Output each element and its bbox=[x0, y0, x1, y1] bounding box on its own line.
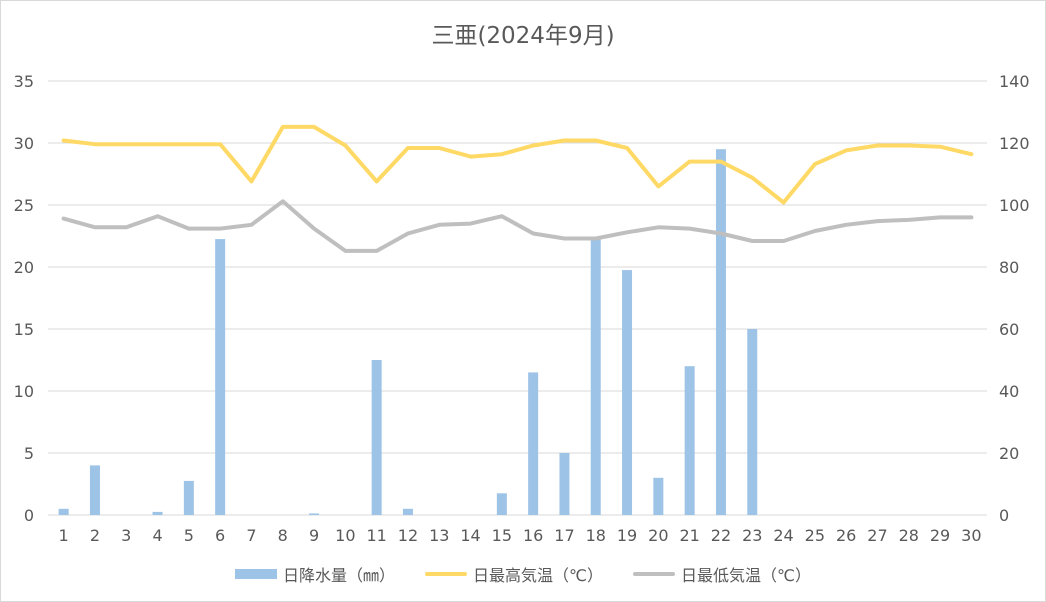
y-left-tick-label: 30 bbox=[14, 134, 34, 153]
legend-item-min-temp: 日最低気温（℃） bbox=[633, 562, 811, 586]
legend-label-min-temp: 日最低気温（℃） bbox=[681, 566, 811, 585]
chart-title: 三亜(2024年9月) bbox=[431, 23, 615, 49]
max-temp-line bbox=[61, 124, 974, 205]
min-temp-line bbox=[61, 199, 974, 253]
legend-swatch-min-temp bbox=[633, 572, 675, 576]
x-tick-label: 8 bbox=[278, 526, 288, 545]
precip-bar bbox=[747, 329, 758, 515]
x-tick-label: 18 bbox=[586, 526, 606, 545]
precip-bar bbox=[89, 465, 100, 515]
x-tick-label: 1 bbox=[59, 526, 69, 545]
y-left-tick-label: 15 bbox=[14, 320, 34, 339]
x-tick-label: 16 bbox=[523, 526, 543, 545]
x-tick-label: 15 bbox=[492, 526, 512, 545]
legend-swatch-max-temp bbox=[425, 572, 468, 576]
legend-swatch-precipitation bbox=[235, 569, 277, 579]
x-tick-label: 13 bbox=[429, 526, 449, 545]
x-tick-label: 14 bbox=[460, 526, 480, 545]
chart-legend: 日降水量（㎜） 日最高気温（℃） 日最低気温（℃） bbox=[0, 562, 1046, 586]
x-tick-label: 5 bbox=[184, 526, 194, 545]
x-tick-label: 2 bbox=[90, 526, 100, 545]
y-left-tick-label: 25 bbox=[14, 196, 34, 215]
y-right-tick-label: 80 bbox=[999, 258, 1019, 277]
x-tick-label: 27 bbox=[867, 526, 887, 545]
precip-bar bbox=[371, 360, 382, 515]
x-tick-label: 19 bbox=[617, 526, 637, 545]
legend-label-precipitation: 日降水量（㎜） bbox=[283, 566, 396, 585]
x-tick-label: 9 bbox=[309, 526, 319, 545]
x-tick-label: 20 bbox=[648, 526, 668, 545]
x-tick-label: 7 bbox=[246, 526, 256, 545]
precip-bar bbox=[58, 508, 69, 515]
x-tick-label: 17 bbox=[554, 526, 574, 545]
x-tick-label: 30 bbox=[961, 526, 981, 545]
x-tick-label: 23 bbox=[742, 526, 762, 545]
x-tick-label: 26 bbox=[836, 526, 856, 545]
legend-item-max-temp: 日最高気温（℃） bbox=[425, 562, 603, 586]
y-left-tick-label: 0 bbox=[24, 506, 34, 525]
x-tick-label: 4 bbox=[152, 526, 162, 545]
precip-bar bbox=[152, 511, 163, 515]
x-tick-label: 3 bbox=[121, 526, 131, 545]
y-right-tick-label: 120 bbox=[999, 134, 1030, 153]
y-left-tick-label: 5 bbox=[24, 444, 34, 463]
legend-item-precipitation: 日降水量（㎜） bbox=[235, 562, 395, 586]
y-right-tick-label: 140 bbox=[999, 72, 1030, 91]
y-right-tick-label: 0 bbox=[999, 506, 1009, 525]
x-tick-label: 11 bbox=[366, 526, 386, 545]
precip-bar bbox=[622, 270, 633, 515]
precip-bar bbox=[309, 513, 320, 515]
x-tick-label: 21 bbox=[679, 526, 699, 545]
y-left-tick-label: 20 bbox=[14, 258, 34, 277]
precip-bar bbox=[183, 480, 194, 515]
legend-label-max-temp: 日最高気温（℃） bbox=[473, 566, 603, 585]
y-right-tick-label: 40 bbox=[999, 382, 1019, 401]
x-tick-label: 28 bbox=[899, 526, 919, 545]
precip-bar bbox=[684, 366, 695, 515]
x-tick-label: 10 bbox=[335, 526, 355, 545]
y-left-tick-label: 35 bbox=[14, 72, 34, 91]
y-right-tick-label: 100 bbox=[999, 196, 1030, 215]
x-tick-label: 6 bbox=[215, 526, 225, 545]
y-right-tick-label: 60 bbox=[999, 320, 1019, 339]
y-left-tick-label: 10 bbox=[14, 382, 34, 401]
x-tick-label: 29 bbox=[930, 526, 950, 545]
x-tick-label: 25 bbox=[805, 526, 825, 545]
precip-bar bbox=[559, 453, 570, 515]
precip-bar bbox=[402, 508, 413, 515]
y-right-tick-label: 20 bbox=[999, 444, 1019, 463]
x-tick-label: 12 bbox=[398, 526, 418, 545]
precip-bar bbox=[653, 477, 664, 515]
precip-bar bbox=[715, 149, 726, 515]
precip-bar bbox=[215, 239, 226, 515]
x-tick-label: 24 bbox=[773, 526, 793, 545]
precip-bar bbox=[528, 372, 539, 515]
x-tick-label: 22 bbox=[711, 526, 731, 545]
precip-bar bbox=[496, 493, 507, 515]
precip-bar bbox=[590, 239, 601, 515]
